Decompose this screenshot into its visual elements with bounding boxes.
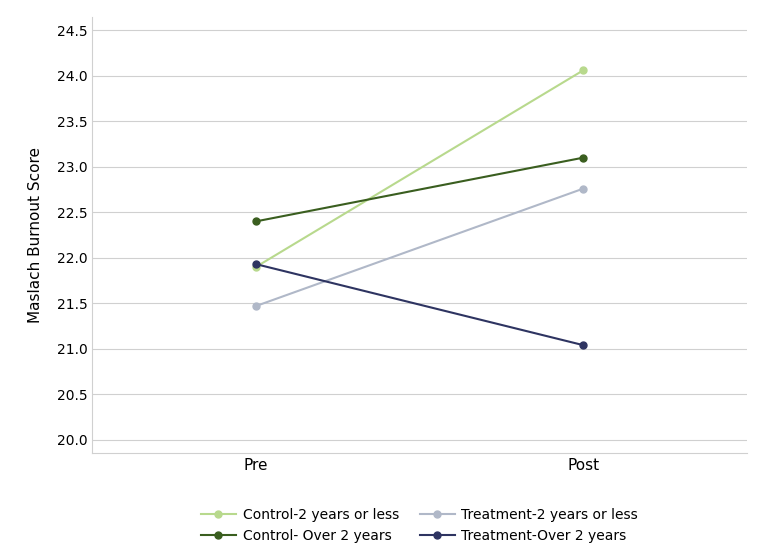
Y-axis label: Maslach Burnout Score: Maslach Burnout Score (28, 147, 43, 323)
Legend: Control-2 years or less, Control- Over 2 years, Treatment-2 years or less, Treat: Control-2 years or less, Control- Over 2… (201, 508, 638, 542)
